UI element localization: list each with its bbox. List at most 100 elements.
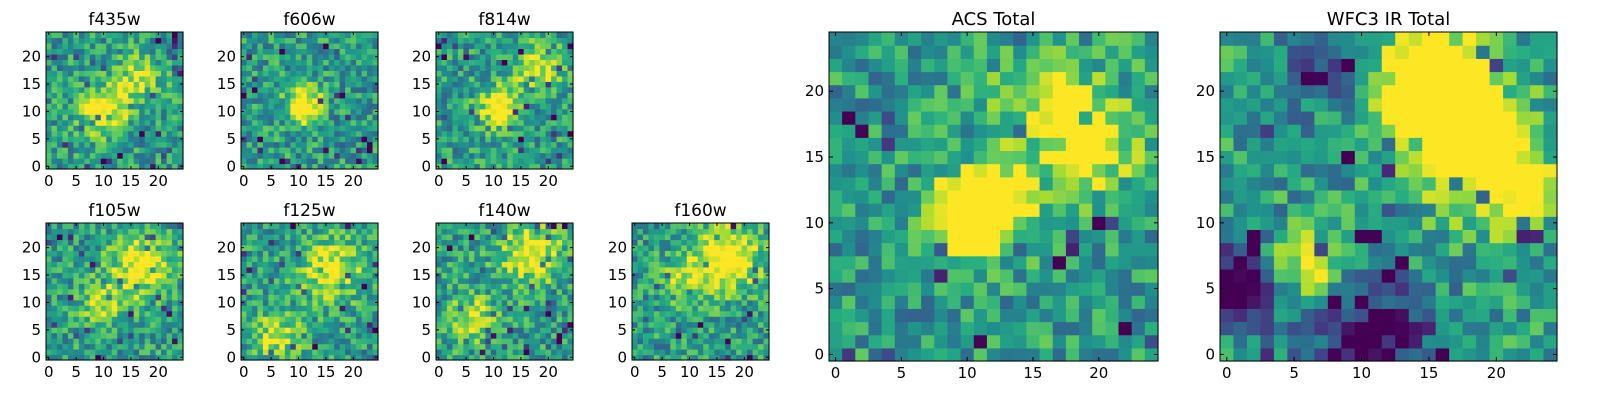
heatmap-cell [155, 310, 162, 317]
heatmap-cell [474, 130, 481, 137]
heatmap-cell [323, 338, 330, 345]
heatmap-cells [632, 223, 770, 361]
heatmap-cell [177, 305, 184, 312]
heatmap-cell [306, 305, 313, 312]
heatmap-cell [301, 81, 308, 88]
heatmap-cell [490, 332, 497, 339]
heatmap-cell [144, 288, 151, 295]
heatmap-cell [692, 316, 699, 323]
heatmap-cell [339, 294, 346, 301]
heatmap-cell [257, 136, 264, 143]
heatmap-cell [84, 97, 91, 104]
heatmap-cell [496, 223, 503, 230]
heatmap-cell [1118, 334, 1133, 349]
heatmap-cell [659, 261, 666, 268]
heatmap-cell [100, 283, 107, 290]
heatmap-cell [84, 81, 91, 88]
heatmap-cell [829, 295, 843, 309]
heatmap-cell [356, 316, 363, 323]
heatmap-cell [1052, 203, 1067, 217]
heatmap-cell [361, 305, 368, 312]
heatmap-cell [84, 86, 91, 93]
heatmap-cell [139, 158, 146, 165]
heatmap-cell [556, 321, 563, 328]
heatmap-cell [632, 349, 639, 356]
heatmap-cell [441, 152, 448, 159]
heatmap-cell [457, 141, 464, 148]
heatmap-cell [692, 239, 699, 246]
heatmap-cell [463, 108, 470, 115]
heatmap-cell [350, 288, 357, 295]
heatmap-cell [144, 81, 151, 88]
heatmap-cell [436, 316, 443, 323]
heatmap-cell [133, 163, 140, 170]
heatmap-cell [46, 338, 53, 345]
heatmap-cell [567, 228, 574, 235]
heatmap-cell [177, 70, 184, 77]
heatmap-cell [122, 321, 129, 328]
heatmap-cell [361, 239, 368, 246]
heatmap-cell [907, 229, 922, 244]
heatmap-cell [648, 294, 655, 301]
heatmap-cell [730, 299, 737, 306]
heatmap-cell [1013, 268, 1027, 283]
heatmap-cell [312, 338, 319, 345]
heatmap-cell [752, 332, 759, 339]
heatmap-cell [67, 141, 74, 148]
heatmap-cell [855, 242, 870, 257]
heatmap-cell [317, 97, 324, 104]
heatmap-cell [62, 288, 69, 295]
heatmap-cell [468, 261, 475, 268]
heatmap-cell [317, 266, 324, 273]
heatmap-cell [111, 158, 118, 165]
heatmap-cell [312, 53, 319, 60]
heatmap-cell [534, 255, 541, 262]
heatmap-cell [350, 223, 357, 230]
heatmap-cell [490, 223, 497, 230]
heatmap-cell [648, 321, 655, 328]
heatmap-cell [51, 261, 58, 268]
heatmap-cell [328, 294, 335, 301]
x-tick-label: 10 [289, 363, 308, 381]
heatmap-cell [463, 239, 470, 246]
heatmap-cell [741, 343, 748, 350]
heatmap-cell [361, 64, 368, 71]
heatmap-cell [485, 158, 492, 165]
heatmap-cell [78, 349, 85, 356]
heatmap-cell [345, 59, 352, 66]
heatmap-cell [161, 261, 168, 268]
heatmap-cell [512, 305, 519, 312]
heatmap-cell [246, 349, 253, 356]
heatmap-cell [697, 233, 704, 241]
heatmap-cell [441, 42, 448, 50]
heatmap-cell [921, 321, 935, 336]
heatmap-cell [947, 308, 962, 323]
heatmap-cell [681, 288, 688, 295]
heatmap-cell [907, 268, 922, 283]
heatmap-cell [56, 255, 64, 262]
heatmap-cell [725, 321, 732, 328]
heatmap-cell [339, 250, 346, 257]
heatmap-cell [144, 338, 151, 345]
heatmap-cell [741, 255, 748, 262]
heatmap-cell [540, 305, 547, 312]
x-tick-label: 10 [484, 172, 503, 190]
heatmap-cell [367, 70, 374, 77]
heatmap-cell [106, 163, 113, 170]
heatmap-cell [730, 316, 737, 323]
heatmap-cell [257, 108, 264, 115]
heatmap-cell [485, 332, 492, 339]
heatmap-cell [67, 266, 74, 273]
heatmap-cell [117, 48, 124, 55]
heatmap-cell [921, 268, 935, 283]
heatmap-cell [273, 277, 280, 284]
heatmap-cell [246, 86, 253, 93]
heatmap-cell [334, 354, 341, 361]
heatmap-cell [67, 244, 74, 251]
heatmap-cell [345, 163, 352, 170]
heatmap-cell [328, 53, 335, 60]
heatmap-cell [323, 152, 330, 159]
heatmap-cell [56, 125, 64, 132]
heatmap-cell [295, 316, 302, 323]
heatmap-cell [960, 189, 975, 204]
